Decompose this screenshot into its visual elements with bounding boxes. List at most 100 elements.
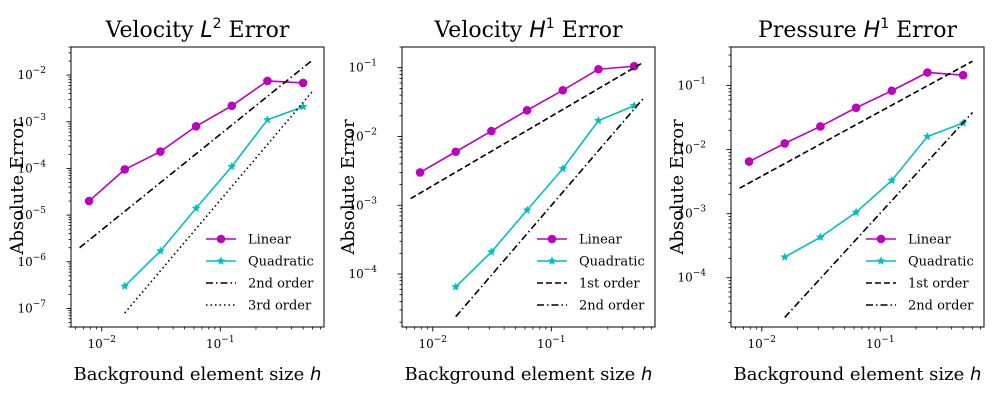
y-tick-label: 10−2: [677, 141, 706, 157]
legend-marker-quadratic: [547, 256, 557, 265]
data-point-linear: [522, 106, 532, 115]
data-point-linear: [191, 121, 201, 131]
data-point-linear: [744, 157, 754, 166]
data-point-quadratic: [156, 246, 165, 255]
y-tick-label: 10−3: [17, 113, 46, 129]
chart-title: Velocity H1 Error: [433, 16, 623, 43]
legend-label: Linear: [248, 233, 292, 248]
data-point-linear: [558, 85, 568, 95]
data-point-quadratic: [263, 115, 272, 124]
legend-marker-quadratic: [876, 256, 886, 265]
y-tick-label: 10−3: [677, 205, 706, 221]
chart-title: Velocity L2 Error: [105, 16, 290, 43]
y-axis-label: Absolute Error: [7, 119, 28, 256]
legend-label: Quadratic: [579, 255, 645, 270]
legend-label: 3rd order: [248, 299, 312, 314]
data-point-quadratic: [851, 207, 861, 217]
data-point-quadratic: [594, 116, 603, 125]
data-point-quadratic: [487, 247, 496, 256]
data-point-quadratic: [451, 282, 461, 291]
x-tick-label: 10−1: [866, 335, 895, 351]
legend-label: Linear: [579, 233, 623, 248]
chart-panel-2: 10−2 10−1 10−4 10−3 10−2 10−1 Velocity H1 Erro…: [338, 16, 656, 385]
plot-area: [79, 59, 314, 314]
x-axis-label: Background element size h: [405, 364, 653, 385]
data-point-linear: [227, 101, 237, 111]
y-tick-label: 10−4: [348, 265, 377, 281]
legend-label: 2nd order: [579, 299, 645, 314]
data-point-linear: [298, 78, 308, 88]
data-point-linear: [84, 196, 94, 206]
data-point-linear: [415, 168, 425, 177]
data-point-quadratic: [191, 203, 201, 212]
data-point-quadratic: [887, 175, 897, 185]
series-line-quadratic: [455, 104, 635, 288]
x-axis-label: Background element size h: [734, 364, 982, 385]
x-tick-label: 10−2: [747, 335, 776, 351]
x-tick-label: 10−1: [537, 335, 566, 351]
data-point-linear: [816, 122, 825, 131]
x-tick-label: 10−1: [206, 335, 235, 351]
series-line-quadratic: [124, 105, 304, 287]
x-axis-label: Background element size h: [74, 364, 322, 385]
data-point-linear: [487, 126, 496, 136]
legend: Linear Quadratic 1st order 2nd order: [537, 233, 645, 314]
data-point-linear: [923, 68, 932, 77]
data-point-quadratic: [522, 205, 532, 214]
data-point-quadratic: [120, 281, 130, 290]
y-tick-label: 10−5: [17, 206, 46, 222]
y-tick-label: 10−6: [17, 253, 46, 269]
series-line-2nd-order: [455, 97, 645, 318]
legend-label: Quadratic: [908, 255, 974, 270]
y-tick-label: 10−2: [17, 66, 46, 82]
series-line-linear: [748, 71, 964, 163]
plot-area: [739, 60, 974, 318]
series-line-1st-order: [739, 60, 973, 189]
x-tick-label: 10−2: [87, 335, 116, 351]
chart-panel-1: 10−2 10−1 10−7 10−6 10−5 10−4 10−3 10−2 Velocity…: [7, 16, 325, 385]
legend-label: 2nd order: [908, 299, 974, 314]
data-point-linear: [958, 70, 968, 80]
y-tick-label: 10−4: [677, 269, 706, 285]
data-point-linear: [851, 103, 861, 113]
series-line-2nd-order: [79, 59, 314, 249]
y-tick-label: 10−4: [17, 159, 46, 175]
y-tick-label: 10−3: [348, 196, 377, 212]
y-tick-label: 10−1: [348, 59, 377, 75]
data-point-quadratic: [558, 164, 568, 173]
data-point-quadratic: [816, 232, 825, 241]
series-line-3rd-order: [124, 90, 314, 314]
legend-marker-linear: [876, 234, 886, 244]
data-point-linear: [780, 139, 790, 148]
chart-title: Pressure H1 Error: [758, 16, 957, 43]
legend-label: 1st order: [908, 277, 969, 292]
legend-marker-linear: [216, 234, 226, 244]
data-point-quadratic: [298, 102, 308, 111]
series-line-1st-order: [410, 61, 644, 200]
data-point-linear: [451, 147, 461, 157]
legend-label: 2nd order: [248, 277, 314, 292]
data-point-linear: [594, 64, 603, 74]
series-line-quadratic: [784, 122, 964, 258]
y-axis-label: Absolute Error: [338, 119, 359, 256]
legend-marker-linear: [547, 234, 557, 244]
legend-label: Quadratic: [248, 255, 314, 270]
series-line-2nd-order: [784, 111, 974, 318]
data-point-quadratic: [780, 252, 790, 261]
axes-frame: [401, 46, 656, 328]
data-point-linear: [120, 165, 130, 174]
y-tick-label: 10−2: [348, 127, 377, 143]
y-tick-label: 10−7: [17, 299, 46, 315]
data-point-linear: [263, 76, 272, 86]
axes-frame: [730, 46, 985, 328]
data-point-quadratic: [227, 161, 237, 171]
legend: Linear Quadratic 2nd order 3rd order: [206, 233, 314, 314]
y-axis-label: Absolute Error: [667, 119, 688, 256]
legend: Linear Quadratic 1st order 2nd order: [866, 233, 974, 314]
legend-label: 1st order: [579, 277, 640, 292]
chart-panel-3: 10−2 10−1 10−4 10−3 10−2 10−1 Pressure H1 Erro…: [667, 16, 985, 385]
x-tick-label: 10−2: [418, 335, 447, 351]
data-point-quadratic: [923, 131, 932, 141]
data-point-linear: [156, 147, 165, 156]
